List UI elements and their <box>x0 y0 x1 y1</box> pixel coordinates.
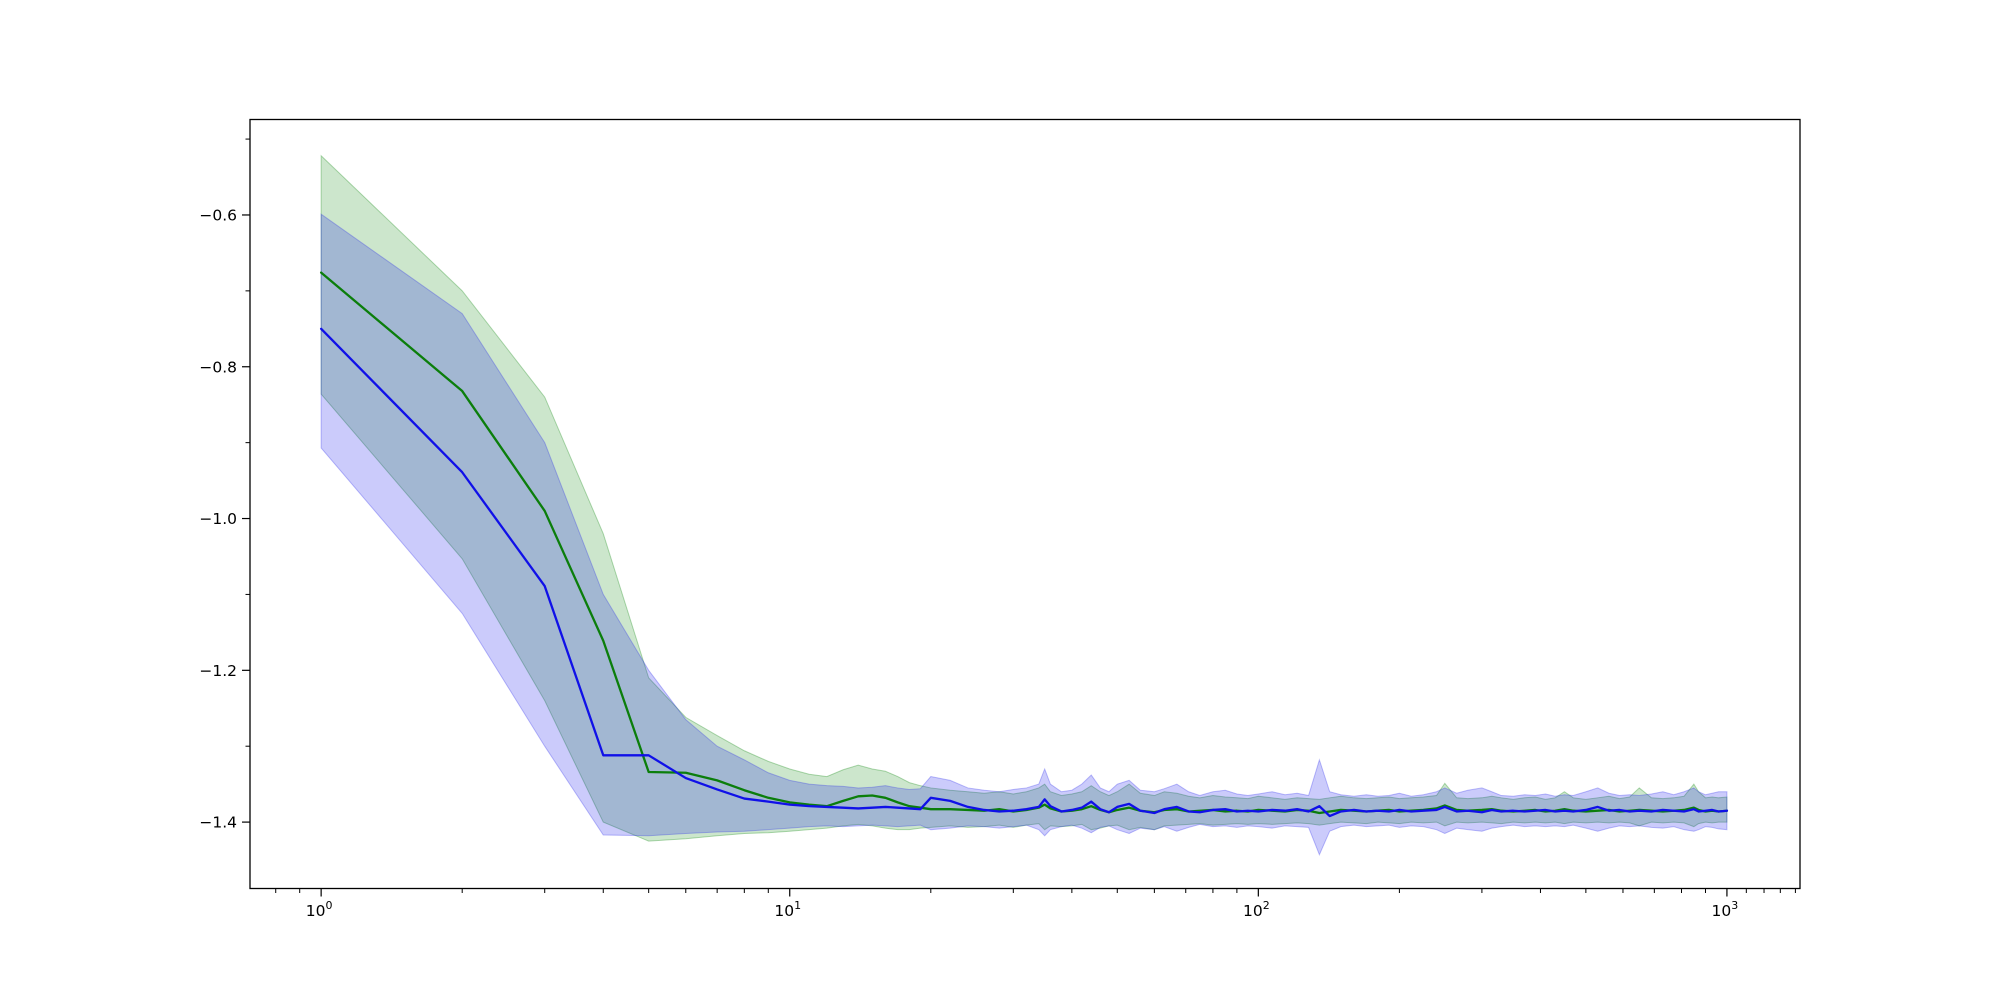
blue-mean-with-band-confidence-band <box>320 213 1728 857</box>
y-tick-label: −1.4 <box>199 814 237 832</box>
plot-area <box>319 154 1729 857</box>
green-mean-with-band-confidence-band <box>320 154 1728 842</box>
x-tick-label: 101 <box>774 899 801 920</box>
y-tick-label: −1.0 <box>199 510 237 528</box>
axes-frame <box>249 118 1801 890</box>
y-tick-label: −1.2 <box>199 662 237 680</box>
x-tick-label: 103 <box>1712 899 1739 920</box>
y-tick-label: −0.8 <box>199 358 237 376</box>
y-axis: −0.6 −0.8 −1.0 −1.2 −1.4 <box>199 138 250 832</box>
x-tick-label: 102 <box>1243 899 1270 920</box>
blue-mean-with-band-mean-line <box>319 327 1729 818</box>
x-axis: 100 101 102 103 <box>275 888 1796 920</box>
y-tick-label: −0.6 <box>199 206 237 224</box>
x-tick-label: 100 <box>306 899 333 920</box>
